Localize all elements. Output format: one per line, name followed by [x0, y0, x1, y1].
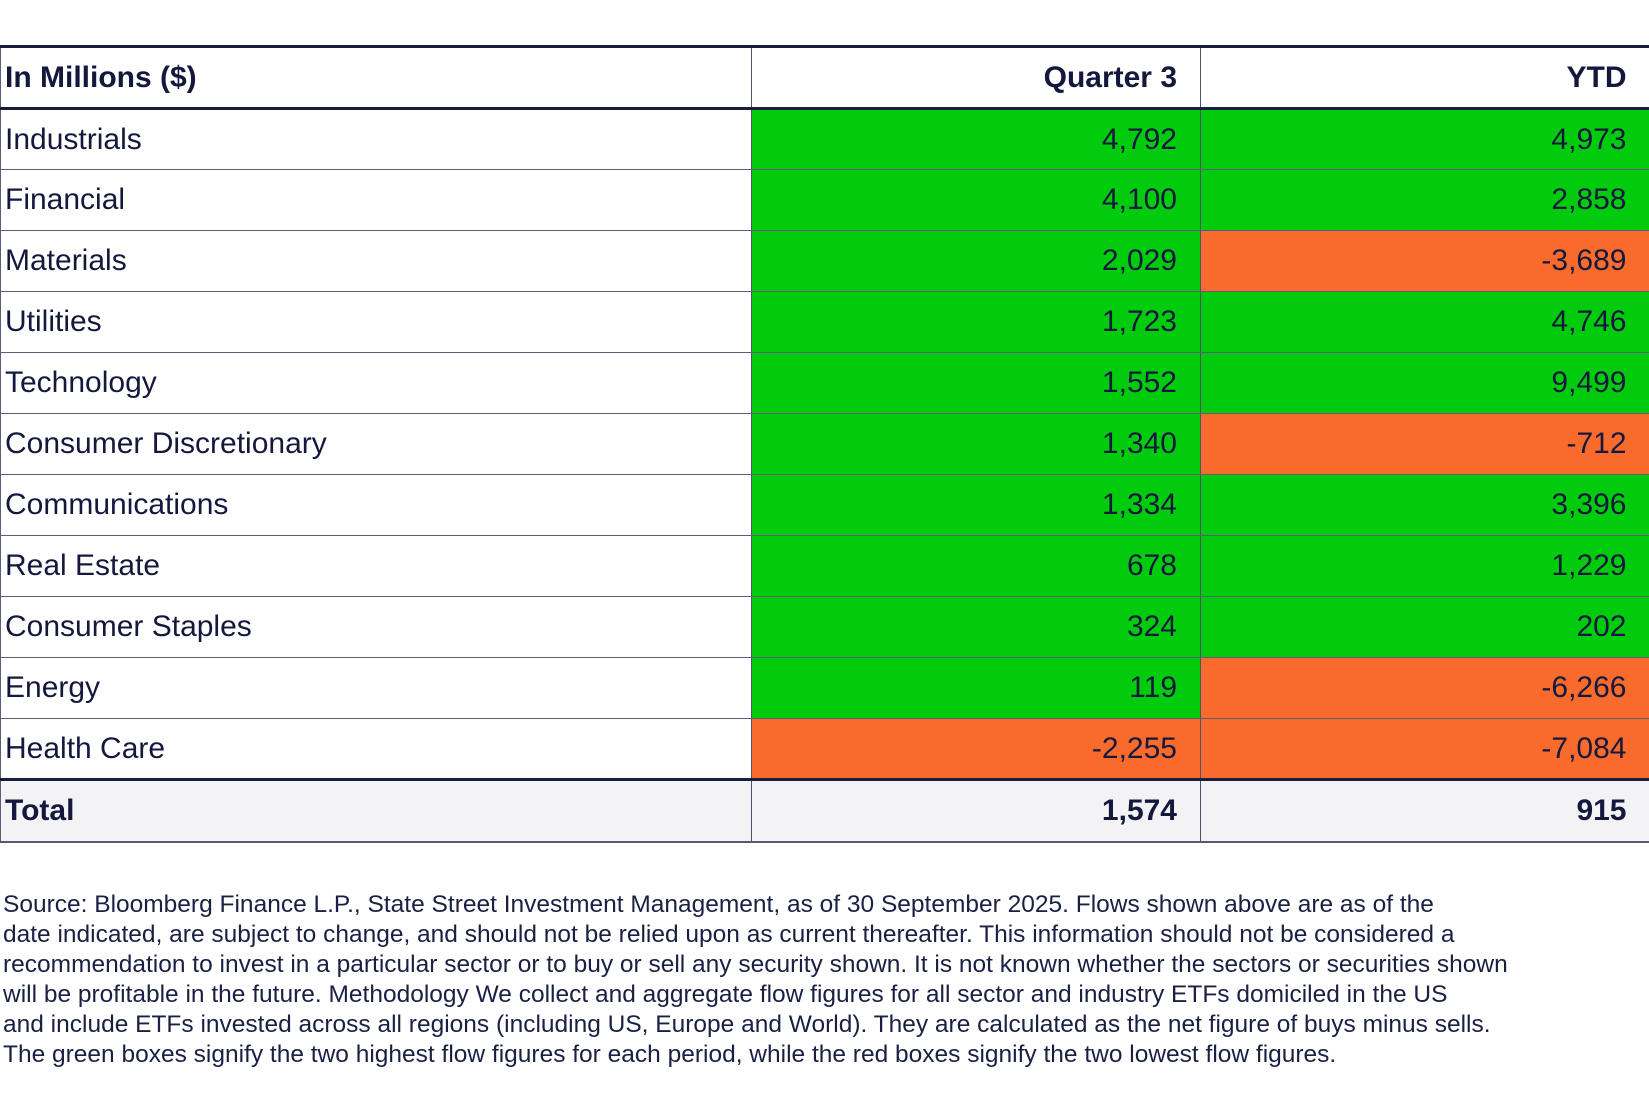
- ytd-value-cell: 4,973: [1200, 108, 1649, 170]
- ytd-value-cell: -7,084: [1200, 718, 1649, 780]
- total-label: Total: [0, 778, 752, 842]
- sector-label: Consumer Staples: [0, 596, 752, 658]
- table-row: Materials 2,029 -3,689: [0, 230, 1649, 292]
- table-row: Real Estate 678 1,229: [0, 535, 1649, 597]
- sector-label: Materials: [0, 230, 752, 292]
- quarter3-value-cell: 2,029: [751, 230, 1201, 292]
- ytd-value-cell: 9,499: [1200, 352, 1649, 414]
- table-header-row: In Millions ($) Quarter 3 YTD: [0, 46, 1649, 110]
- ytd-value-cell: -712: [1200, 413, 1649, 475]
- table-body: Industrials 4,792 4,973 Financial 4,100 2,858…: [0, 108, 1649, 780]
- sector-label: Communications: [0, 474, 752, 536]
- ytd-value-cell: 202: [1200, 596, 1649, 658]
- sector-label: Consumer Discretionary: [0, 413, 752, 475]
- table-row: Industrials 4,792 4,973: [0, 108, 1649, 170]
- ytd-value-cell: 3,396: [1200, 474, 1649, 536]
- table-row: Communications 1,334 3,396: [0, 474, 1649, 536]
- quarter3-value-cell: 4,792: [751, 108, 1201, 170]
- sector-flows-table: In Millions ($) Quarter 3 YTD Industrial…: [0, 45, 1649, 843]
- quarter3-value-cell: 1,340: [751, 413, 1201, 475]
- sector-label: Utilities: [0, 291, 752, 353]
- quarter3-value-cell: 1,334: [751, 474, 1201, 536]
- source-footnote: Source: Bloomberg Finance L.P., State St…: [3, 890, 1508, 1068]
- total-row: Total 1,574 915: [0, 778, 1649, 842]
- ytd-value-cell: -6,266: [1200, 657, 1649, 719]
- column-header-quarter3: Quarter 3: [751, 46, 1201, 110]
- table-row: Energy 119 -6,266: [0, 657, 1649, 719]
- sector-label: Health Care: [0, 718, 752, 780]
- ytd-value-cell: 4,746: [1200, 291, 1649, 353]
- ytd-value-cell: -3,689: [1200, 230, 1649, 292]
- table-row: Utilities 1,723 4,746: [0, 291, 1649, 353]
- quarter3-value-cell: 119: [751, 657, 1201, 719]
- sector-label: Real Estate: [0, 535, 752, 597]
- page: In Millions ($) Quarter 3 YTD Industrial…: [0, 45, 1649, 1115]
- quarter3-value-cell: 1,552: [751, 352, 1201, 414]
- quarter3-value-cell: 324: [751, 596, 1201, 658]
- quarter3-value-cell: -2,255: [751, 718, 1201, 780]
- table-title: In Millions ($): [0, 46, 752, 110]
- quarter3-value-cell: 1,723: [751, 291, 1201, 353]
- ytd-value-cell: 2,858: [1200, 169, 1649, 231]
- column-header-ytd: YTD: [1200, 46, 1649, 110]
- quarter3-value-cell: 678: [751, 535, 1201, 597]
- sector-label: Technology: [0, 352, 752, 414]
- sector-label: Financial: [0, 169, 752, 231]
- total-quarter3-value: 1,574: [751, 778, 1201, 842]
- table-row: Consumer Discretionary 1,340 -712: [0, 413, 1649, 475]
- table-row: Health Care -2,255 -7,084: [0, 718, 1649, 780]
- ytd-value-cell: 1,229: [1200, 535, 1649, 597]
- table-row: Technology 1,552 9,499: [0, 352, 1649, 414]
- sector-label: Industrials: [0, 108, 752, 170]
- quarter3-value-cell: 4,100: [751, 169, 1201, 231]
- sector-label: Energy: [0, 657, 752, 719]
- table-row: Financial 4,100 2,858: [0, 169, 1649, 231]
- total-ytd-value: 915: [1200, 778, 1649, 842]
- table-row: Consumer Staples 324 202: [0, 596, 1649, 658]
